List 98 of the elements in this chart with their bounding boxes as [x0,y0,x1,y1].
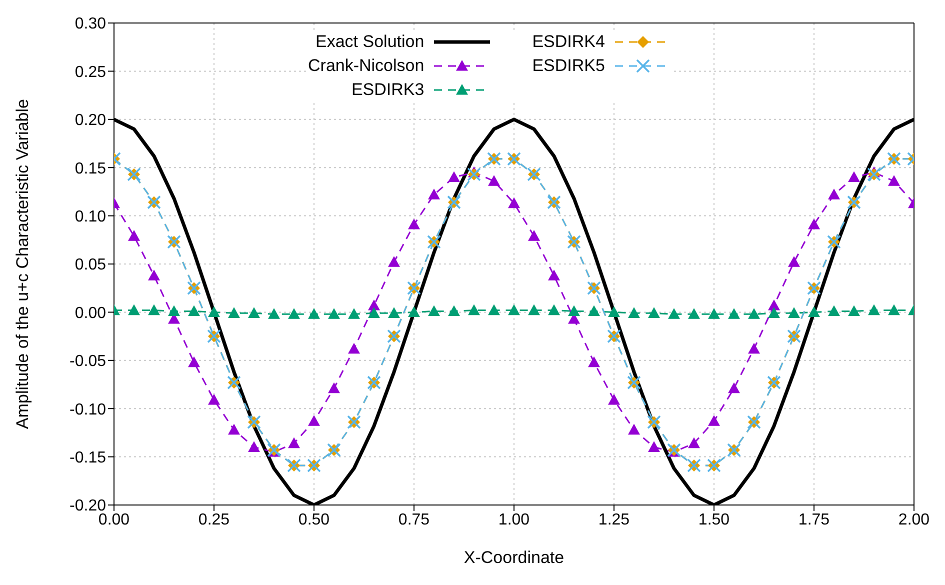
point [848,171,860,182]
point [268,308,280,319]
point [308,308,320,319]
point [328,382,340,394]
x-tick-label: 2.00 [898,511,930,528]
point [628,307,640,318]
legend-label: Crank-Nicolson [308,56,424,76]
point [548,304,560,316]
point [708,308,720,319]
point [188,356,200,368]
point [448,171,460,182]
x-tick-label: 0.00 [98,511,130,528]
point [388,256,400,267]
legend-label: ESDIRK5 [532,56,605,76]
point [668,308,680,319]
point [728,308,740,319]
point [128,304,140,316]
x-axis-title: X-Coordinate [464,548,564,567]
y-tick-label: 0.10 [74,208,106,226]
x-tick-label: 1.75 [798,511,830,528]
point [608,394,620,405]
point [568,305,580,316]
point [648,307,660,318]
point [368,307,380,318]
point [788,256,800,267]
point [688,437,700,448]
point [148,304,160,316]
y-tick-label: 0.25 [74,64,106,81]
point [508,304,520,316]
point [648,441,660,452]
point [868,304,880,316]
point [748,342,760,354]
point [128,230,140,241]
point [588,356,600,368]
point [408,306,420,317]
point [448,305,460,316]
y-tick-label: 0.30 [74,16,106,33]
y-tick-label: 0.15 [74,160,106,178]
point [348,342,360,354]
y-tick-label: 0.00 [74,304,106,322]
point [428,188,440,200]
point [368,299,380,310]
point [508,197,520,208]
y-tick-label: 0.05 [74,256,106,274]
point [188,305,200,316]
point [708,415,720,426]
point [588,305,600,316]
point [768,299,780,310]
point [728,382,740,394]
point [468,304,480,316]
x-tick-label: 1.25 [598,511,630,528]
x-tick-label: 0.75 [398,511,430,528]
point [428,305,440,316]
y-tick-label: -0.15 [70,449,106,466]
point [148,270,160,280]
point [808,306,820,317]
point [488,175,500,186]
point [308,415,320,426]
point [848,305,860,316]
point [828,305,840,316]
point [248,307,260,318]
point [768,307,780,318]
x-tick-label: 0.25 [198,511,230,528]
point [168,305,180,316]
point [228,307,240,318]
point [248,441,260,452]
point [288,437,300,448]
legend-label: Exact Solution [316,32,424,52]
point [888,175,900,186]
point [328,308,340,319]
x-tick-label: 0.50 [298,511,330,528]
point [628,424,640,435]
point [388,307,400,318]
legend-label: ESDIRK3 [351,80,424,100]
point [208,394,220,405]
point [528,230,540,241]
y-tick-label: -0.05 [70,353,106,370]
x-tick-label: 1.00 [498,511,530,528]
point [228,424,240,435]
point [608,306,620,317]
point [288,308,300,319]
point [688,308,700,319]
y-tick-label: 0.20 [74,112,106,130]
y-axis-title: Amplitude of the u+c Characteristic Variable [13,99,32,429]
point [828,188,840,200]
point [548,270,560,280]
point [408,218,420,230]
point [748,308,760,319]
point [488,304,500,316]
point [208,306,220,317]
legend-label: ESDIRK4 [532,32,605,52]
point [788,307,800,318]
point [348,308,360,319]
point [888,304,900,316]
point [808,218,820,230]
point [528,304,540,316]
y-tick-label: -0.10 [70,401,106,418]
x-tick-label: 1.50 [698,511,730,528]
